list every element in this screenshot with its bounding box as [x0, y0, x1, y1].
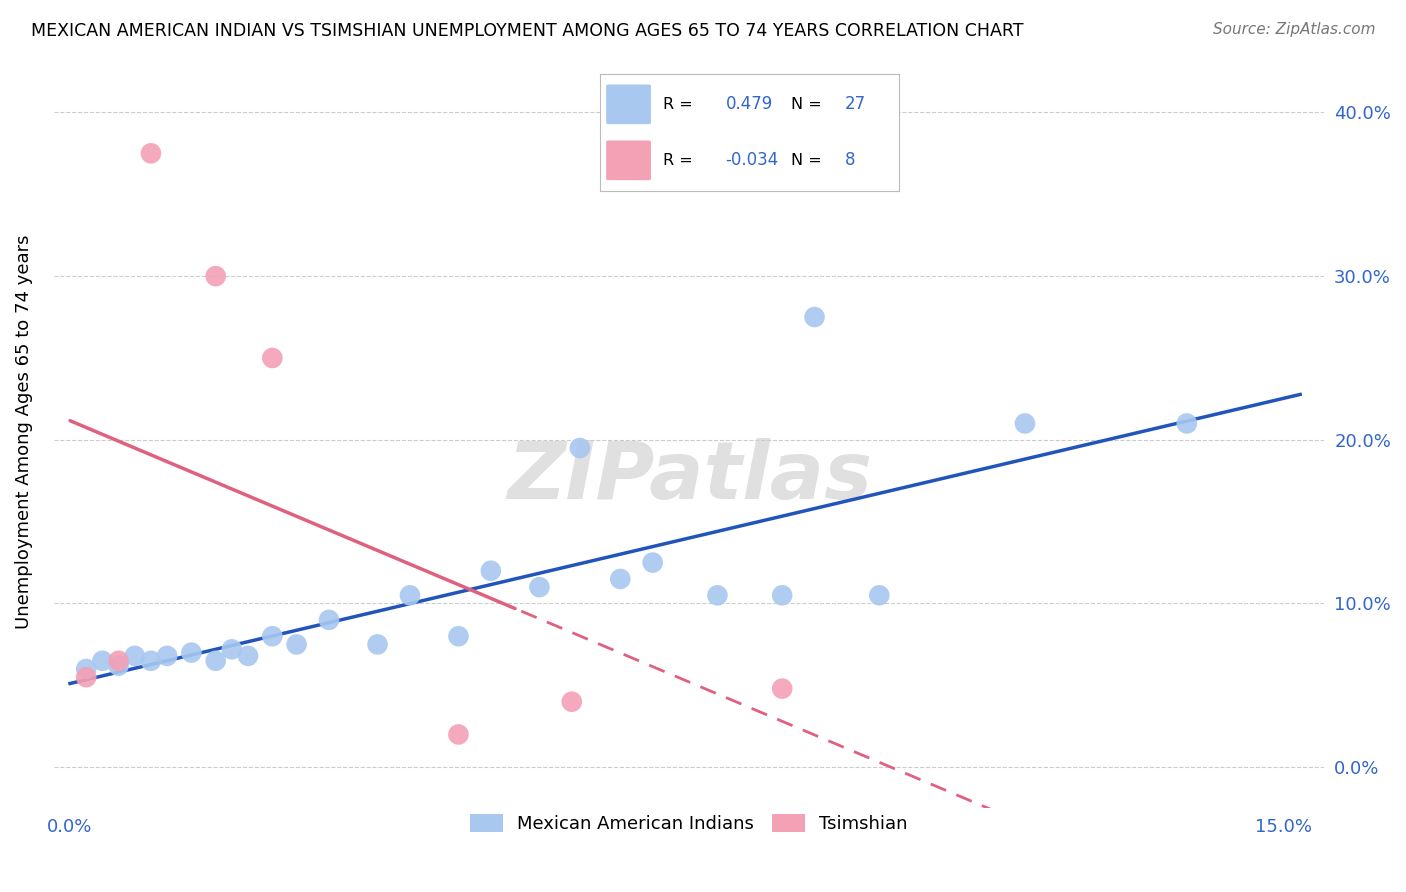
Point — [568, 441, 591, 455]
Point — [1014, 417, 1036, 431]
Point — [204, 654, 226, 668]
Point — [367, 637, 389, 651]
Point — [285, 637, 308, 651]
Point — [107, 654, 129, 668]
Point — [318, 613, 340, 627]
Point — [75, 662, 97, 676]
Y-axis label: Unemployment Among Ages 65 to 74 years: Unemployment Among Ages 65 to 74 years — [15, 235, 32, 629]
Point — [868, 588, 890, 602]
Point — [204, 269, 226, 284]
Point — [609, 572, 631, 586]
Text: MEXICAN AMERICAN INDIAN VS TSIMSHIAN UNEMPLOYMENT AMONG AGES 65 TO 74 YEARS CORR: MEXICAN AMERICAN INDIAN VS TSIMSHIAN UNE… — [31, 22, 1024, 40]
Point — [262, 351, 284, 365]
Point — [180, 646, 202, 660]
Point — [107, 658, 129, 673]
Point — [156, 648, 179, 663]
Point — [529, 580, 551, 594]
Point — [262, 629, 284, 643]
Point — [803, 310, 825, 324]
Point — [447, 629, 470, 643]
Point — [1175, 417, 1198, 431]
Point — [75, 670, 97, 684]
Point — [770, 588, 793, 602]
Point — [641, 556, 664, 570]
Point — [561, 695, 583, 709]
Point — [139, 146, 162, 161]
Legend: Mexican American Indians, Tsimshian: Mexican American Indians, Tsimshian — [463, 806, 915, 840]
Point — [479, 564, 502, 578]
Point — [706, 588, 728, 602]
Point — [221, 642, 243, 657]
Point — [236, 648, 259, 663]
Point — [91, 654, 114, 668]
Point — [124, 648, 146, 663]
Point — [447, 727, 470, 741]
Point — [139, 654, 162, 668]
Text: Source: ZipAtlas.com: Source: ZipAtlas.com — [1212, 22, 1375, 37]
Point — [399, 588, 422, 602]
Text: ZIPatlas: ZIPatlas — [506, 438, 872, 516]
Point — [770, 681, 793, 696]
